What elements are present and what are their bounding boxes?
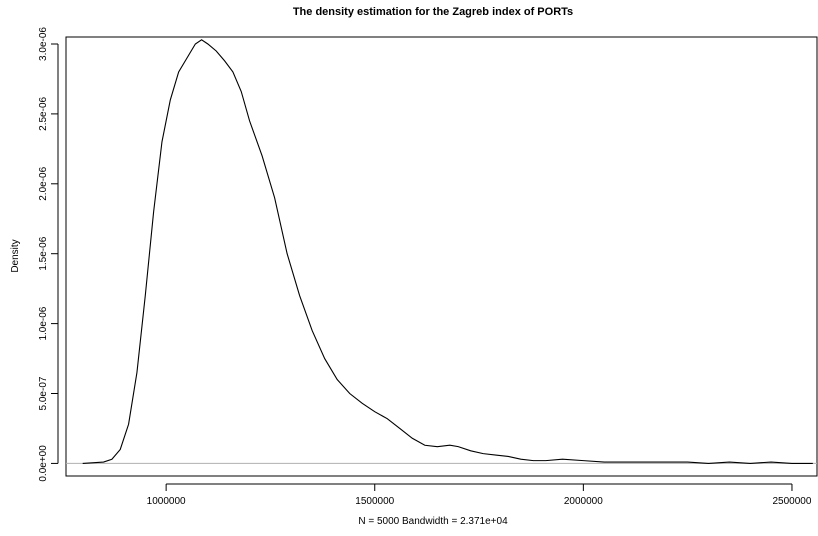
chart-title: The density estimation for the Zagreb in… (293, 6, 573, 18)
x-tick-label: 1000000 (147, 496, 186, 507)
y-tick-label: 3.0e-06 (38, 27, 49, 61)
x-axis-label: N = 5000 Bandwidth = 2.371e+04 (358, 516, 508, 527)
plot-frame (65, 36, 818, 477)
x-tick-label: 2000000 (564, 496, 603, 507)
x-tick-label: 2500000 (772, 496, 811, 507)
y-axis-label: Density (10, 239, 21, 272)
y-tick-label: 2.5e-06 (38, 97, 49, 131)
density-curve (82, 39, 813, 464)
y-tick-label: 5.0e-07 (38, 376, 49, 410)
y-axis: 0.0e+00 5.0e-07 1.0e-06 1.5e-06 2.0e-06 2.5e-… (38, 27, 59, 482)
y-tick-label: 0.0e+00 (38, 445, 49, 482)
x-tick-label: 1500000 (355, 496, 394, 507)
x-axis: 1000000 1500000 2000000 2500000 (147, 483, 812, 507)
y-tick-label: 1.5e-06 (38, 236, 49, 270)
y-tick-label: 1.0e-06 (38, 306, 49, 340)
y-tick-label: 2.0e-06 (38, 166, 49, 200)
